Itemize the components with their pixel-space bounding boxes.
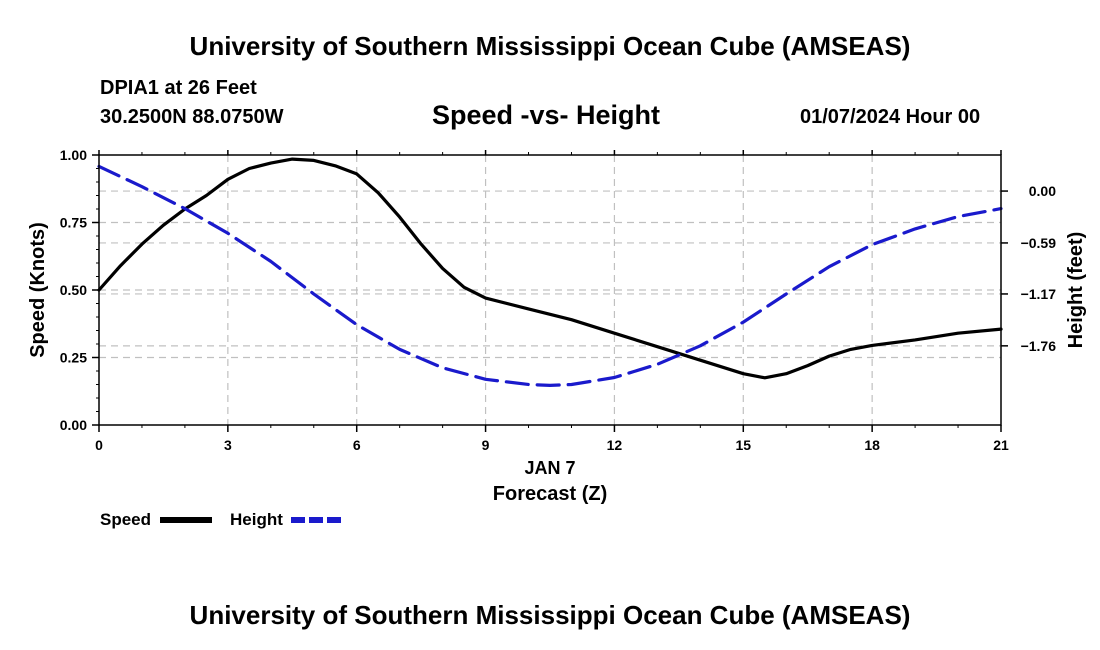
y-tick-label: 0.25	[60, 350, 87, 366]
y-tick-label: 0.75	[60, 215, 87, 231]
y2-axis-title: Height (feet)	[1065, 232, 1087, 349]
legend-height-label: Height	[230, 510, 283, 529]
x-axis-date-label: JAN 7	[524, 458, 575, 478]
x-tick-label: 6	[353, 437, 361, 453]
x-tick-label: 9	[482, 437, 490, 453]
axes: 0 3 6 9 12 15 18 21 0.00 0.25 0.50 0.75 1.00 0.00 −0.5…	[60, 147, 1056, 453]
x-tick-label: 21	[993, 437, 1009, 453]
y-tick-label: 1.00	[60, 147, 87, 163]
y-tick-label: 0.50	[60, 282, 87, 298]
grid	[99, 155, 1001, 425]
y2-tick-label: −1.17	[1021, 286, 1057, 302]
y2-tick-label: 0.00	[1029, 183, 1056, 199]
y2-tick-label: −0.59	[1021, 235, 1057, 251]
y2-tick-label: −1.76	[1021, 338, 1057, 354]
coordinates-label: 30.2500N 88.0750W	[100, 106, 284, 128]
series-line-height	[97, 164, 1003, 387]
series-layer	[97, 157, 1003, 387]
legend: Speed Height	[100, 510, 342, 529]
y-axis-title: Speed (Knots)	[27, 222, 49, 358]
x-tick-label: 0	[95, 437, 103, 453]
legend-speed-label: Speed	[100, 510, 151, 529]
y-tick-label: 0.00	[60, 417, 87, 433]
forecast-datetime: 01/07/2024 Hour 00	[800, 106, 981, 128]
station-label: DPIA1 at 26 Feet	[100, 77, 257, 99]
x-axis-title: Forecast (Z)	[493, 483, 607, 505]
x-tick-label: 12	[607, 437, 623, 453]
footer-title: University of Southern Mississippi Ocean…	[189, 600, 911, 630]
series-line-speed	[97, 157, 1003, 380]
chart-main-title: University of Southern Mississippi Ocean…	[189, 31, 911, 61]
x-tick-label: 15	[735, 437, 751, 453]
x-tick-label: 18	[864, 437, 880, 453]
chart-subtitle: Speed -vs- Height	[432, 100, 661, 130]
x-tick-label: 3	[224, 437, 232, 453]
